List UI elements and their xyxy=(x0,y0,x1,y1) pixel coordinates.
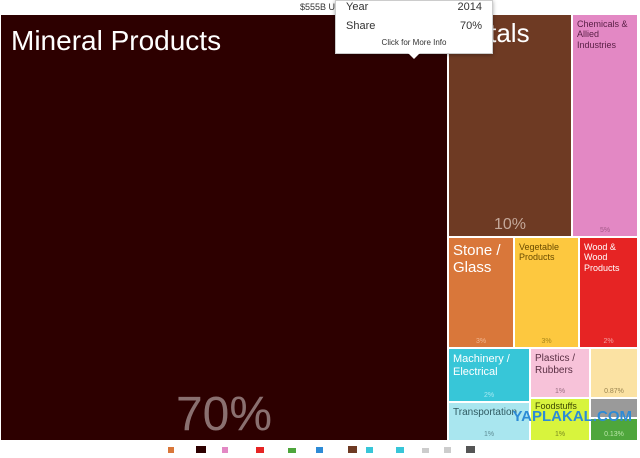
tooltip-share-row: Share 70% xyxy=(346,20,482,34)
tooltip-share-value: 70% xyxy=(459,20,482,32)
tile-plastics-rubbers[interactable]: Plastics / Rubbers 1% xyxy=(530,348,590,398)
tile-share: 1% xyxy=(554,431,566,438)
treemap: Mineral Products 70% Metals 10% Chemical… xyxy=(0,14,640,448)
tile-machinery-electrical[interactable]: Machinery / Electrical 2% xyxy=(448,348,530,402)
tile-label: Chemicals & Allied Industries xyxy=(577,19,628,50)
tile-share: 1% xyxy=(483,431,495,438)
total-value: $555B US xyxy=(300,2,342,12)
tile-share: 2% xyxy=(603,338,614,345)
tile-share: 3% xyxy=(541,338,552,345)
icon-strip xyxy=(160,440,640,453)
tile-chemicals[interactable]: Chemicals & Allied Industries 5% xyxy=(572,14,638,237)
tile-mineral-products[interactable]: Mineral Products 70% xyxy=(0,14,448,441)
tile-label: Stone / Glass xyxy=(453,242,501,277)
tile-label: Mineral Products xyxy=(11,25,222,56)
tile-label: Plastics / Rubbers xyxy=(535,353,576,376)
watermark: YAPLAKAL.COM xyxy=(512,408,632,425)
tile-share: 0.87% xyxy=(604,388,624,395)
tile-small-grey[interactable] xyxy=(590,398,638,418)
tile-share: 0.13% xyxy=(604,431,624,438)
tooltip-share-label: Share xyxy=(346,20,376,32)
more-info-link[interactable]: Click for More Info xyxy=(381,38,447,47)
icon-strip-glyphs xyxy=(168,446,475,453)
tile-share: 2% xyxy=(483,392,495,399)
tile-small[interactable]: 0.13% xyxy=(590,418,638,441)
tile-share: 1% xyxy=(554,388,566,395)
tile-label: Transportation xyxy=(453,407,518,418)
tile-label: Vegetable Products xyxy=(519,242,560,263)
tooltip-year-label: Year xyxy=(346,1,369,13)
tile-foodstuffs[interactable]: Foodstuffs 1% xyxy=(530,398,590,441)
tile-share: 3% xyxy=(475,338,487,345)
tile-label: Machinery / Electrical xyxy=(453,353,510,378)
tooltip[interactable]: Year 2014 Share 70% Click for More Info xyxy=(335,0,493,59)
tile-vegetable-products[interactable]: Vegetable Products 3% xyxy=(514,237,579,348)
tile-wood-products[interactable]: Wood & Wood Products 2% xyxy=(579,237,638,348)
tooltip-year-row: Year 2014 xyxy=(346,1,482,15)
tile-label: Wood & Wood Products xyxy=(584,242,620,273)
tooltip-arrow xyxy=(408,53,420,59)
tooltip-year-value: 2014 xyxy=(457,1,482,13)
tile-share: 70% xyxy=(175,388,273,441)
tile-label: Foodstuffs xyxy=(535,401,577,411)
tile-share: 5% xyxy=(599,227,611,234)
tile-share: 10% xyxy=(493,216,527,233)
tile-transportation[interactable]: Transportation 1% xyxy=(448,402,530,441)
tile-misc[interactable]: 0.87% xyxy=(590,348,638,398)
tile-stone-glass[interactable]: Stone / Glass 3% xyxy=(448,237,514,348)
